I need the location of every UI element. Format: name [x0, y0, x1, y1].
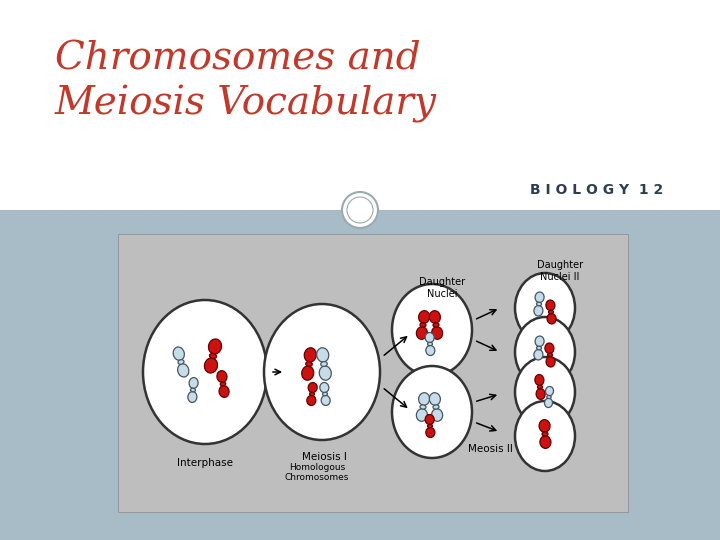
Ellipse shape	[431, 327, 443, 339]
Ellipse shape	[418, 393, 430, 405]
Ellipse shape	[210, 353, 217, 359]
Text: Interphase: Interphase	[177, 458, 233, 468]
Text: Daughter
Nuclei II: Daughter Nuclei II	[537, 260, 583, 281]
Ellipse shape	[392, 366, 472, 458]
Ellipse shape	[535, 292, 544, 302]
Bar	[0, 0, 720, 210]
Ellipse shape	[534, 349, 543, 360]
Ellipse shape	[188, 392, 197, 402]
Ellipse shape	[416, 327, 428, 339]
Ellipse shape	[433, 405, 439, 409]
Ellipse shape	[425, 333, 434, 342]
Ellipse shape	[178, 364, 189, 377]
Ellipse shape	[426, 346, 435, 355]
Ellipse shape	[542, 432, 548, 436]
Circle shape	[342, 192, 378, 228]
Ellipse shape	[431, 409, 443, 421]
Ellipse shape	[320, 382, 329, 393]
Ellipse shape	[429, 310, 441, 323]
Ellipse shape	[392, 284, 472, 376]
Ellipse shape	[515, 401, 575, 471]
Ellipse shape	[189, 377, 198, 388]
Ellipse shape	[420, 405, 426, 409]
Ellipse shape	[420, 323, 426, 327]
Text: Meosis II: Meosis II	[467, 444, 513, 454]
Ellipse shape	[433, 323, 439, 327]
Ellipse shape	[547, 314, 556, 324]
Ellipse shape	[418, 310, 430, 323]
Ellipse shape	[220, 382, 226, 386]
Ellipse shape	[546, 356, 555, 367]
Ellipse shape	[426, 428, 435, 437]
Ellipse shape	[264, 304, 380, 440]
Ellipse shape	[534, 306, 543, 316]
Ellipse shape	[546, 395, 552, 399]
Ellipse shape	[539, 420, 550, 432]
Ellipse shape	[540, 436, 551, 448]
Ellipse shape	[544, 399, 552, 408]
Text: Meiosis Vocabulary: Meiosis Vocabulary	[55, 85, 437, 123]
Text: Meiosis I: Meiosis I	[302, 452, 346, 462]
Bar	[118, 234, 628, 512]
Ellipse shape	[545, 343, 554, 354]
Ellipse shape	[425, 415, 434, 424]
Ellipse shape	[321, 395, 330, 406]
Ellipse shape	[546, 300, 555, 310]
Ellipse shape	[320, 362, 328, 367]
Ellipse shape	[428, 342, 433, 346]
Ellipse shape	[174, 347, 184, 360]
Text: Chromosomes and: Chromosomes and	[55, 40, 420, 77]
Bar	[0, 210, 720, 540]
Ellipse shape	[178, 360, 184, 365]
Ellipse shape	[429, 393, 441, 405]
Ellipse shape	[535, 336, 544, 347]
Text: Daughter
Nuclei: Daughter Nuclei	[419, 277, 465, 299]
Ellipse shape	[428, 424, 433, 428]
Text: Homologous
Chromosomes: Homologous Chromosomes	[285, 463, 349, 482]
Ellipse shape	[536, 346, 541, 350]
Ellipse shape	[536, 389, 545, 400]
Ellipse shape	[547, 353, 552, 357]
Circle shape	[347, 197, 373, 223]
Ellipse shape	[308, 382, 318, 393]
Ellipse shape	[515, 357, 575, 427]
Ellipse shape	[217, 370, 227, 382]
Ellipse shape	[204, 358, 217, 373]
Ellipse shape	[305, 348, 316, 362]
Ellipse shape	[323, 392, 328, 396]
Ellipse shape	[535, 375, 544, 386]
Ellipse shape	[307, 395, 316, 406]
Text: B I O L O G Y  1 2: B I O L O G Y 1 2	[530, 183, 663, 197]
Ellipse shape	[219, 386, 229, 397]
Ellipse shape	[416, 409, 428, 421]
Ellipse shape	[515, 273, 575, 343]
Ellipse shape	[536, 302, 541, 306]
Ellipse shape	[538, 385, 542, 389]
Ellipse shape	[515, 317, 575, 387]
Ellipse shape	[310, 392, 315, 396]
Ellipse shape	[306, 362, 312, 367]
Ellipse shape	[302, 366, 314, 380]
Ellipse shape	[319, 366, 331, 380]
Ellipse shape	[546, 387, 554, 396]
Ellipse shape	[549, 310, 554, 314]
Ellipse shape	[191, 388, 195, 392]
Ellipse shape	[143, 300, 267, 444]
Ellipse shape	[317, 348, 329, 362]
Ellipse shape	[209, 339, 222, 354]
